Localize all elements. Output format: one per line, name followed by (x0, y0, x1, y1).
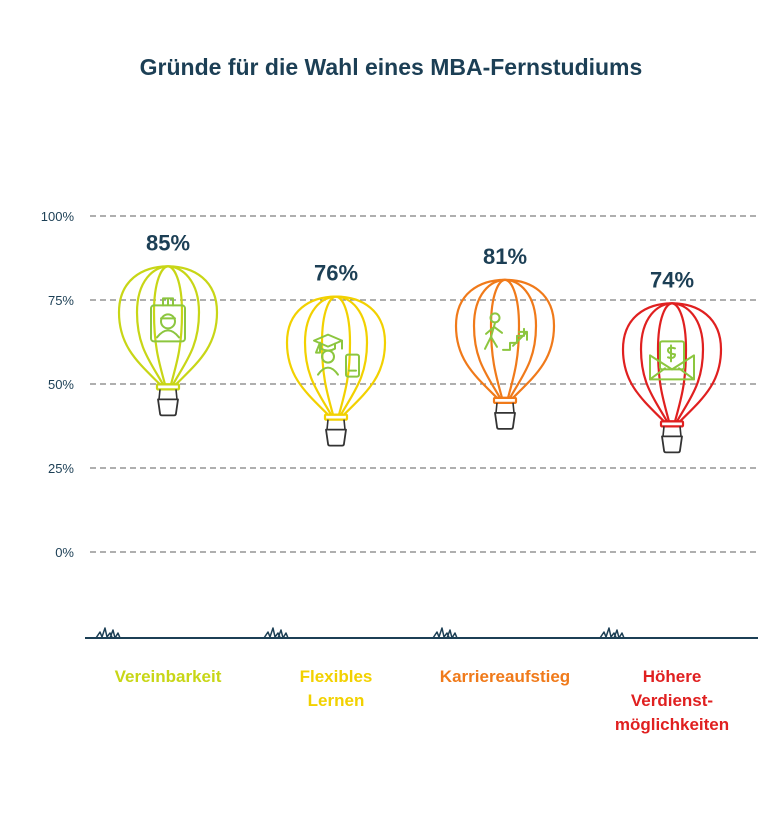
data-label: 74% (650, 267, 694, 292)
balloon-gores-inner (656, 302, 688, 422)
balloon-envelope (285, 295, 387, 416)
category-label: Höhere (643, 667, 702, 686)
grid-layer: 100% 75% 50% 25% 0% (41, 209, 760, 560)
graduate-mobile-icon (313, 333, 360, 378)
balloon-basket (494, 411, 516, 430)
balloon-envelope (454, 278, 556, 399)
balloon-ropes (662, 426, 682, 437)
y-tick-label: 100% (41, 209, 75, 224)
category-label: Lernen (308, 691, 365, 710)
grass-tuft (599, 627, 625, 639)
balloon-basket (157, 398, 179, 417)
id-badge-icon (150, 297, 186, 343)
grass-tuft (263, 627, 289, 639)
category-label: möglichkeiten (615, 715, 729, 734)
balloon-envelope (117, 265, 219, 386)
balloon-gores-inner (320, 295, 352, 415)
balloon-mouth (492, 396, 518, 404)
label-layer: 85% Vereinbarkeit 76% Flexibles Lernen 81% Kar… (115, 230, 730, 734)
balloon-0 (117, 265, 219, 417)
data-label: 81% (483, 244, 527, 269)
y-tick-label: 0% (55, 545, 74, 560)
data-label: 85% (146, 230, 190, 255)
grass-tuft (95, 627, 121, 639)
balloon-basket (661, 435, 683, 454)
balloon-mouth (155, 383, 181, 391)
chart-title: Gründe für die Wahl eines MBA-Fernstudiu… (140, 54, 643, 80)
balloon-layer (117, 265, 723, 454)
balloon-ropes (326, 419, 346, 430)
category-label: Vereinbarkeit (115, 667, 222, 686)
balloon-gores-inner (489, 278, 521, 399)
balloon-mouth (659, 420, 685, 428)
grass-tuft (432, 627, 458, 639)
balloon-2 (454, 278, 556, 430)
balloon-gores-inner (152, 265, 184, 385)
balloon-1 (285, 295, 387, 447)
balloon-basket (325, 428, 347, 447)
category-label: Verdienst- (631, 691, 713, 710)
ground-layer (85, 627, 758, 639)
balloon-3 (621, 302, 723, 454)
balloon-envelope (621, 302, 723, 423)
balloon-ropes (495, 402, 515, 413)
balloon-gores (135, 265, 201, 385)
y-tick-label: 75% (48, 293, 74, 308)
category-label: Flexibles (300, 667, 373, 686)
balloon-ropes (158, 389, 178, 400)
data-label: 76% (314, 261, 358, 286)
salary-envelope-icon (649, 340, 695, 381)
y-tick-label: 50% (48, 377, 74, 392)
balloon-mouth (323, 413, 349, 421)
y-tick-label: 25% (48, 461, 74, 476)
category-label: Karriereaufstieg (440, 667, 570, 686)
career-stairs-icon (484, 312, 528, 351)
